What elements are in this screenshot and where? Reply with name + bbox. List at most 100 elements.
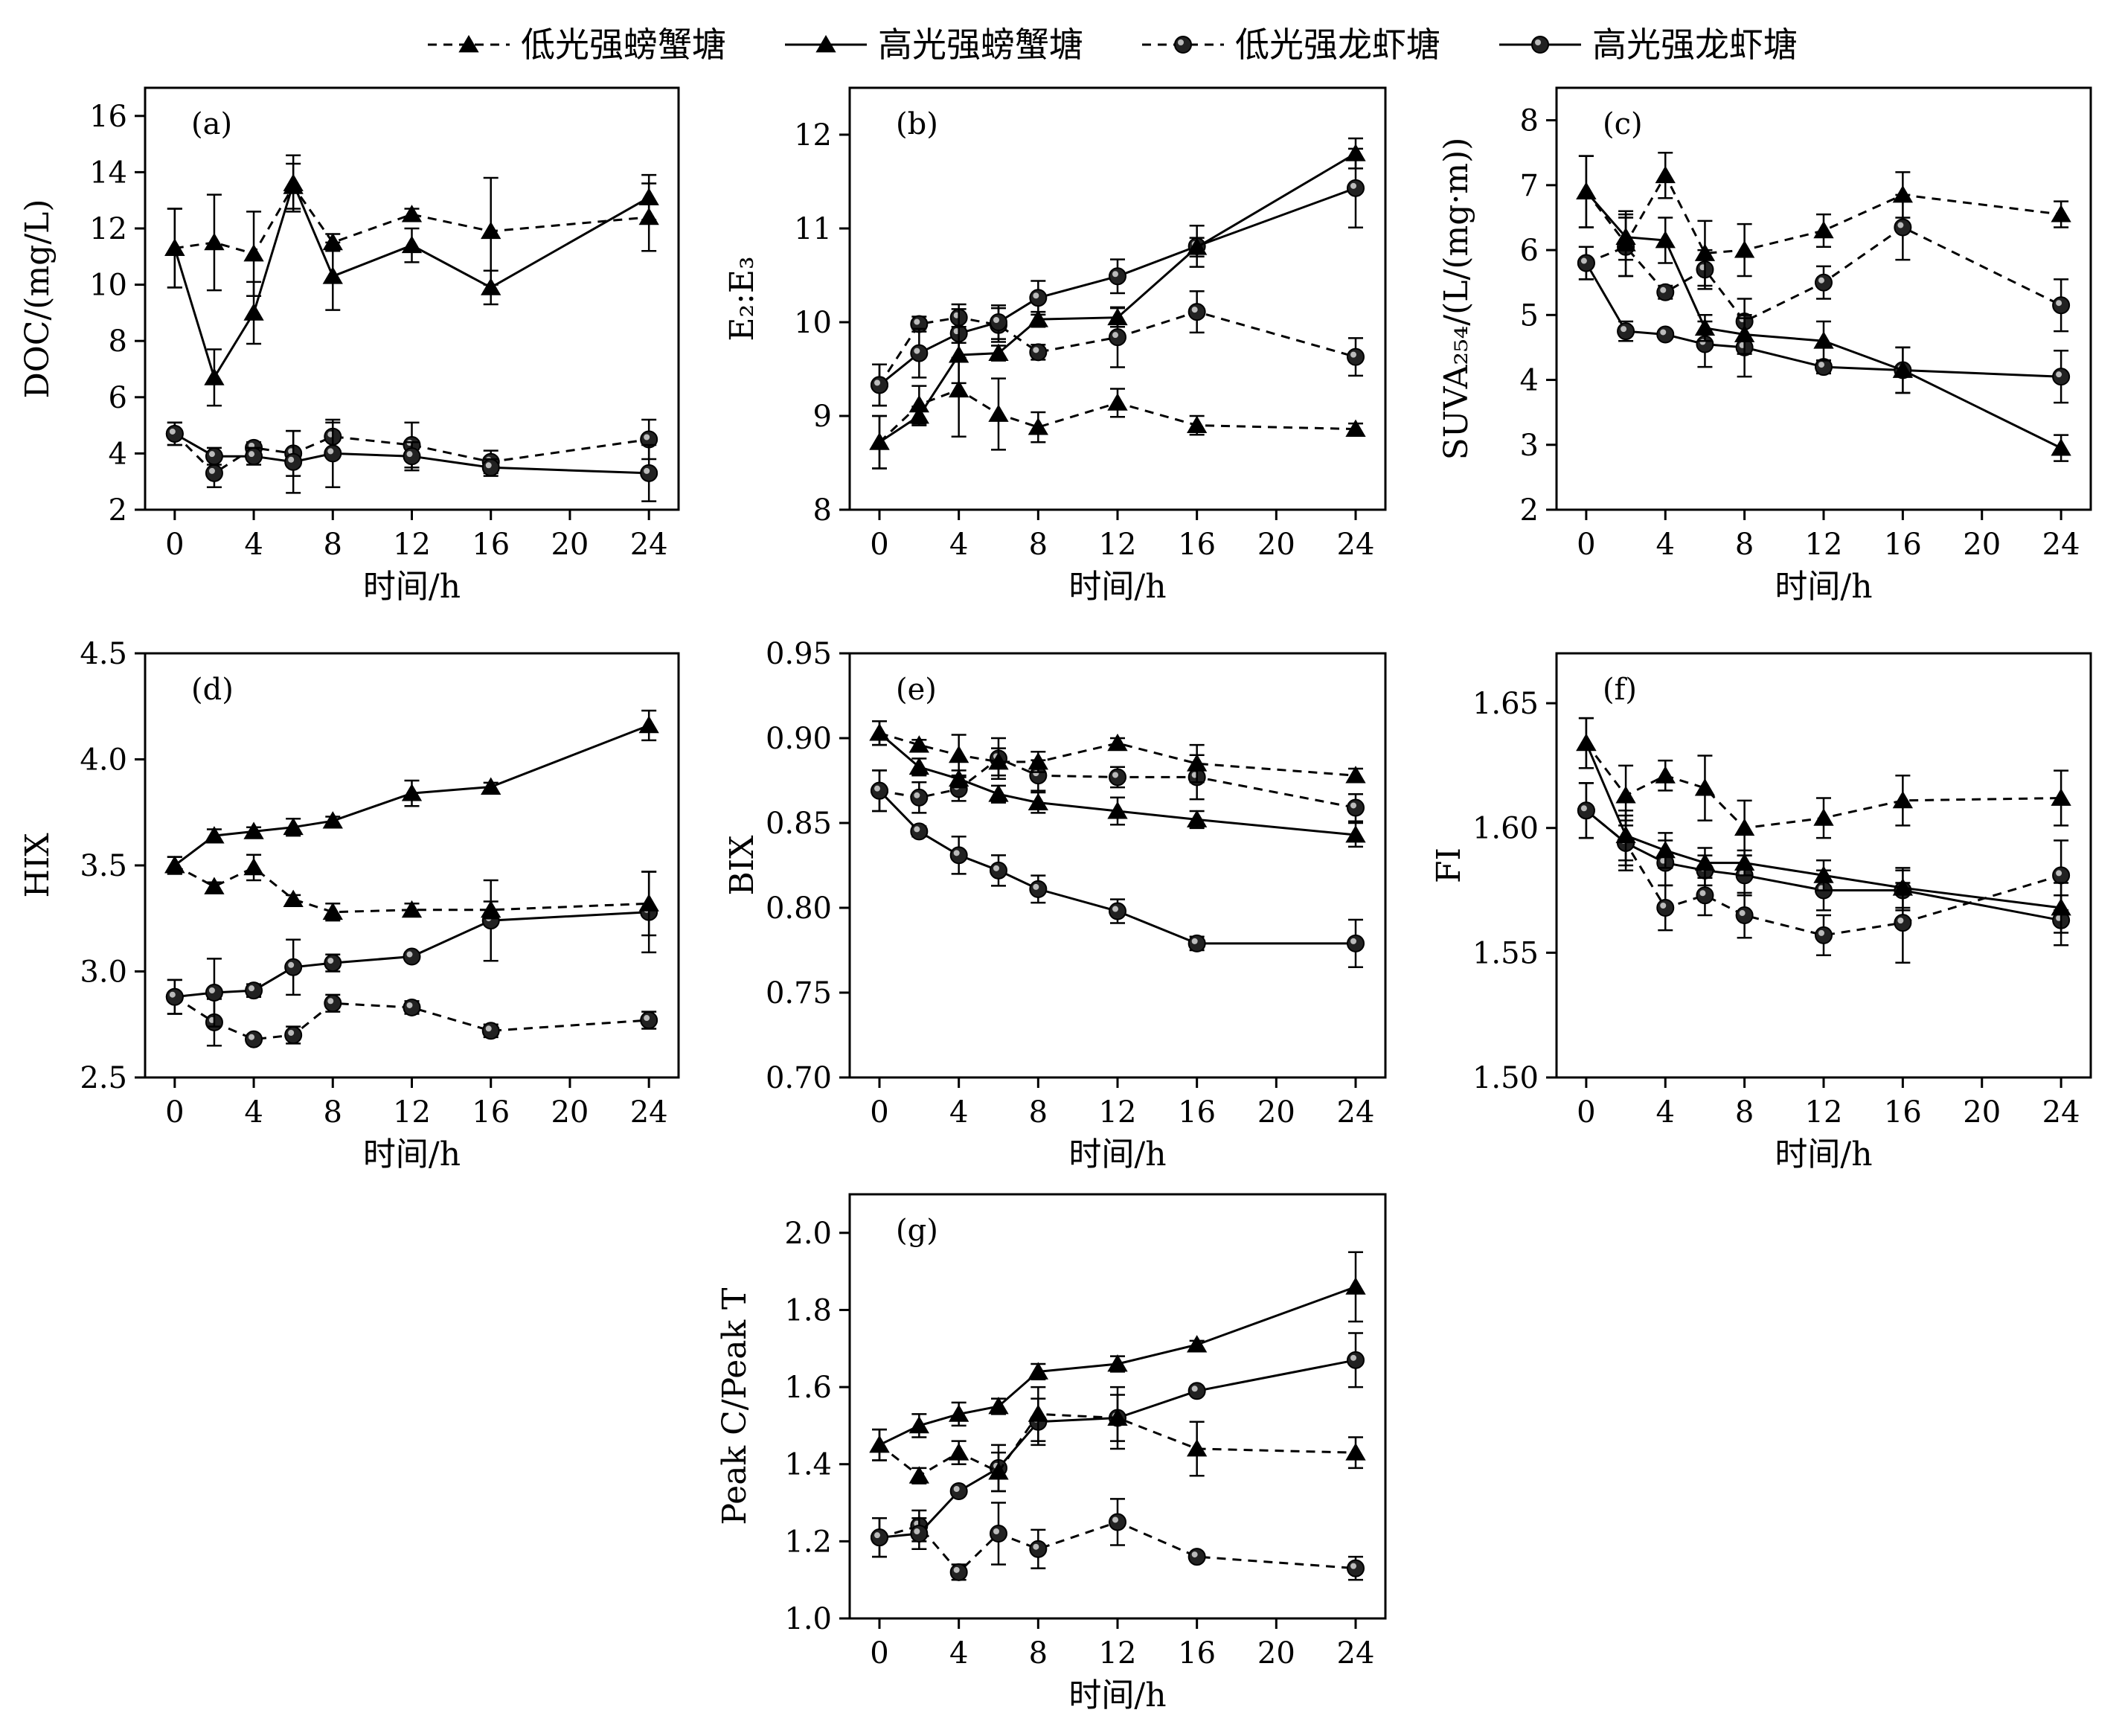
x-tick-label: 20 [551,1095,589,1130]
data-point [324,444,342,463]
y-tick-label: 4.0 [80,743,127,778]
data-point [2051,438,2071,456]
data-point [1109,267,1126,286]
data-point [1815,926,1833,944]
data-point [1028,1404,1048,1422]
data-point [1345,144,1366,161]
data-point [1655,230,1676,249]
data-point [1892,360,1914,378]
chart-panel-5: 0 4 8 12 16 20 24 0.70 0.75 0.80 0.85 0.90 0.95 时间/h B… [723,637,1387,1173]
data-point [910,822,929,841]
data-point [988,784,1009,802]
y-tick-label: 9 [813,400,832,434]
data-point [1187,1548,1206,1566]
data-point [1029,343,1048,362]
panel-label: (c) [1603,107,1643,141]
data-point [1187,1382,1206,1400]
x-tick-label: 12 [393,1095,431,1130]
x-tick-label: 8 [324,1095,342,1130]
x-tick-label: 16 [1178,1095,1216,1130]
x-tick-label: 8 [1029,1095,1048,1130]
x-tick-label: 24 [630,1095,668,1130]
x-tick-label: 8 [1735,1095,1754,1130]
data-point [481,900,501,918]
data-point [1187,810,1208,827]
y-tick-label: 5 [1520,298,1539,333]
data-point [1615,786,1636,804]
data-point [640,430,658,449]
data-point [988,343,1009,361]
data-point [1107,1408,1128,1426]
data-point [243,303,264,321]
series-crab_high [1576,717,2071,934]
data-point [401,205,423,222]
x-tick-label: 24 [630,528,668,562]
series-crab_low [869,1386,1366,1493]
data-point [324,994,342,1013]
data-point [324,954,342,973]
legend-item-crab_low: 低光强螃蟹塘 [428,25,726,65]
y-tick-label: 2 [109,493,127,528]
data-point [640,464,658,482]
panel-label: (b) [896,107,938,141]
series-crab_low [164,853,659,937]
data-point [910,1525,929,1543]
x-tick-label: 24 [1337,1636,1375,1671]
data-point [481,777,501,795]
data-point [1028,417,1048,435]
data-point [284,958,303,976]
data-point [908,735,929,753]
data-point [1029,880,1048,898]
y-tick-label: 4 [109,437,127,471]
data-point [1576,182,1597,199]
x-axis-label: 时间/h [1068,568,1166,606]
data-point [1345,766,1366,784]
data-point [204,826,225,844]
data-point [1109,328,1126,347]
x-tick-label: 0 [1577,528,1595,562]
series-line [1585,742,2062,830]
y-axis-label: Peak C/Peak T [716,1288,754,1525]
x-tick-label: 4 [244,1095,263,1130]
data-point [284,1026,303,1044]
data-point [1347,179,1365,197]
x-tick-label: 20 [1257,528,1295,562]
y-axis-label: FI [1430,848,1468,883]
series-line [879,1285,1356,1447]
data-point [1576,733,1597,752]
chart-panel-4: 0 4 8 12 16 20 24 2.5 3.0 3.5 4.0 4.5 时间/h HIX (d) [19,637,680,1173]
y-tick-label: 1.8 [784,1293,832,1327]
data-point [1813,865,1834,883]
data-point [990,313,1007,331]
x-tick-label: 24 [1337,1095,1375,1130]
data-point [1345,824,1366,843]
data-point [1187,303,1206,321]
y-tick-label: 1.60 [1472,812,1539,846]
data-point [910,344,929,362]
x-tick-label: 20 [1963,1095,2001,1130]
data-point [243,857,264,876]
data-point [1347,798,1365,817]
data-point [1815,358,1833,377]
x-axis-label: 时间/h [1068,1136,1166,1173]
data-point [1577,801,1595,820]
panel-label: (g) [896,1214,938,1248]
data-point [481,1022,500,1040]
data-point [988,1462,1009,1480]
data-point [638,894,659,912]
series-cray_low [871,1498,1365,1581]
data-point [869,1435,890,1453]
data-point [871,376,888,394]
data-point [1107,1354,1128,1372]
series-line [879,1412,1356,1478]
data-point [1892,185,1914,203]
data-point [205,447,223,466]
legend-marker [1531,36,1549,54]
data-point [322,232,343,251]
y-tick-label: 1.0 [784,1602,832,1636]
x-tick-label: 0 [870,528,888,562]
x-tick-label: 8 [324,528,342,562]
data-point [1735,906,1754,925]
x-tick-label: 16 [1884,1095,1922,1130]
